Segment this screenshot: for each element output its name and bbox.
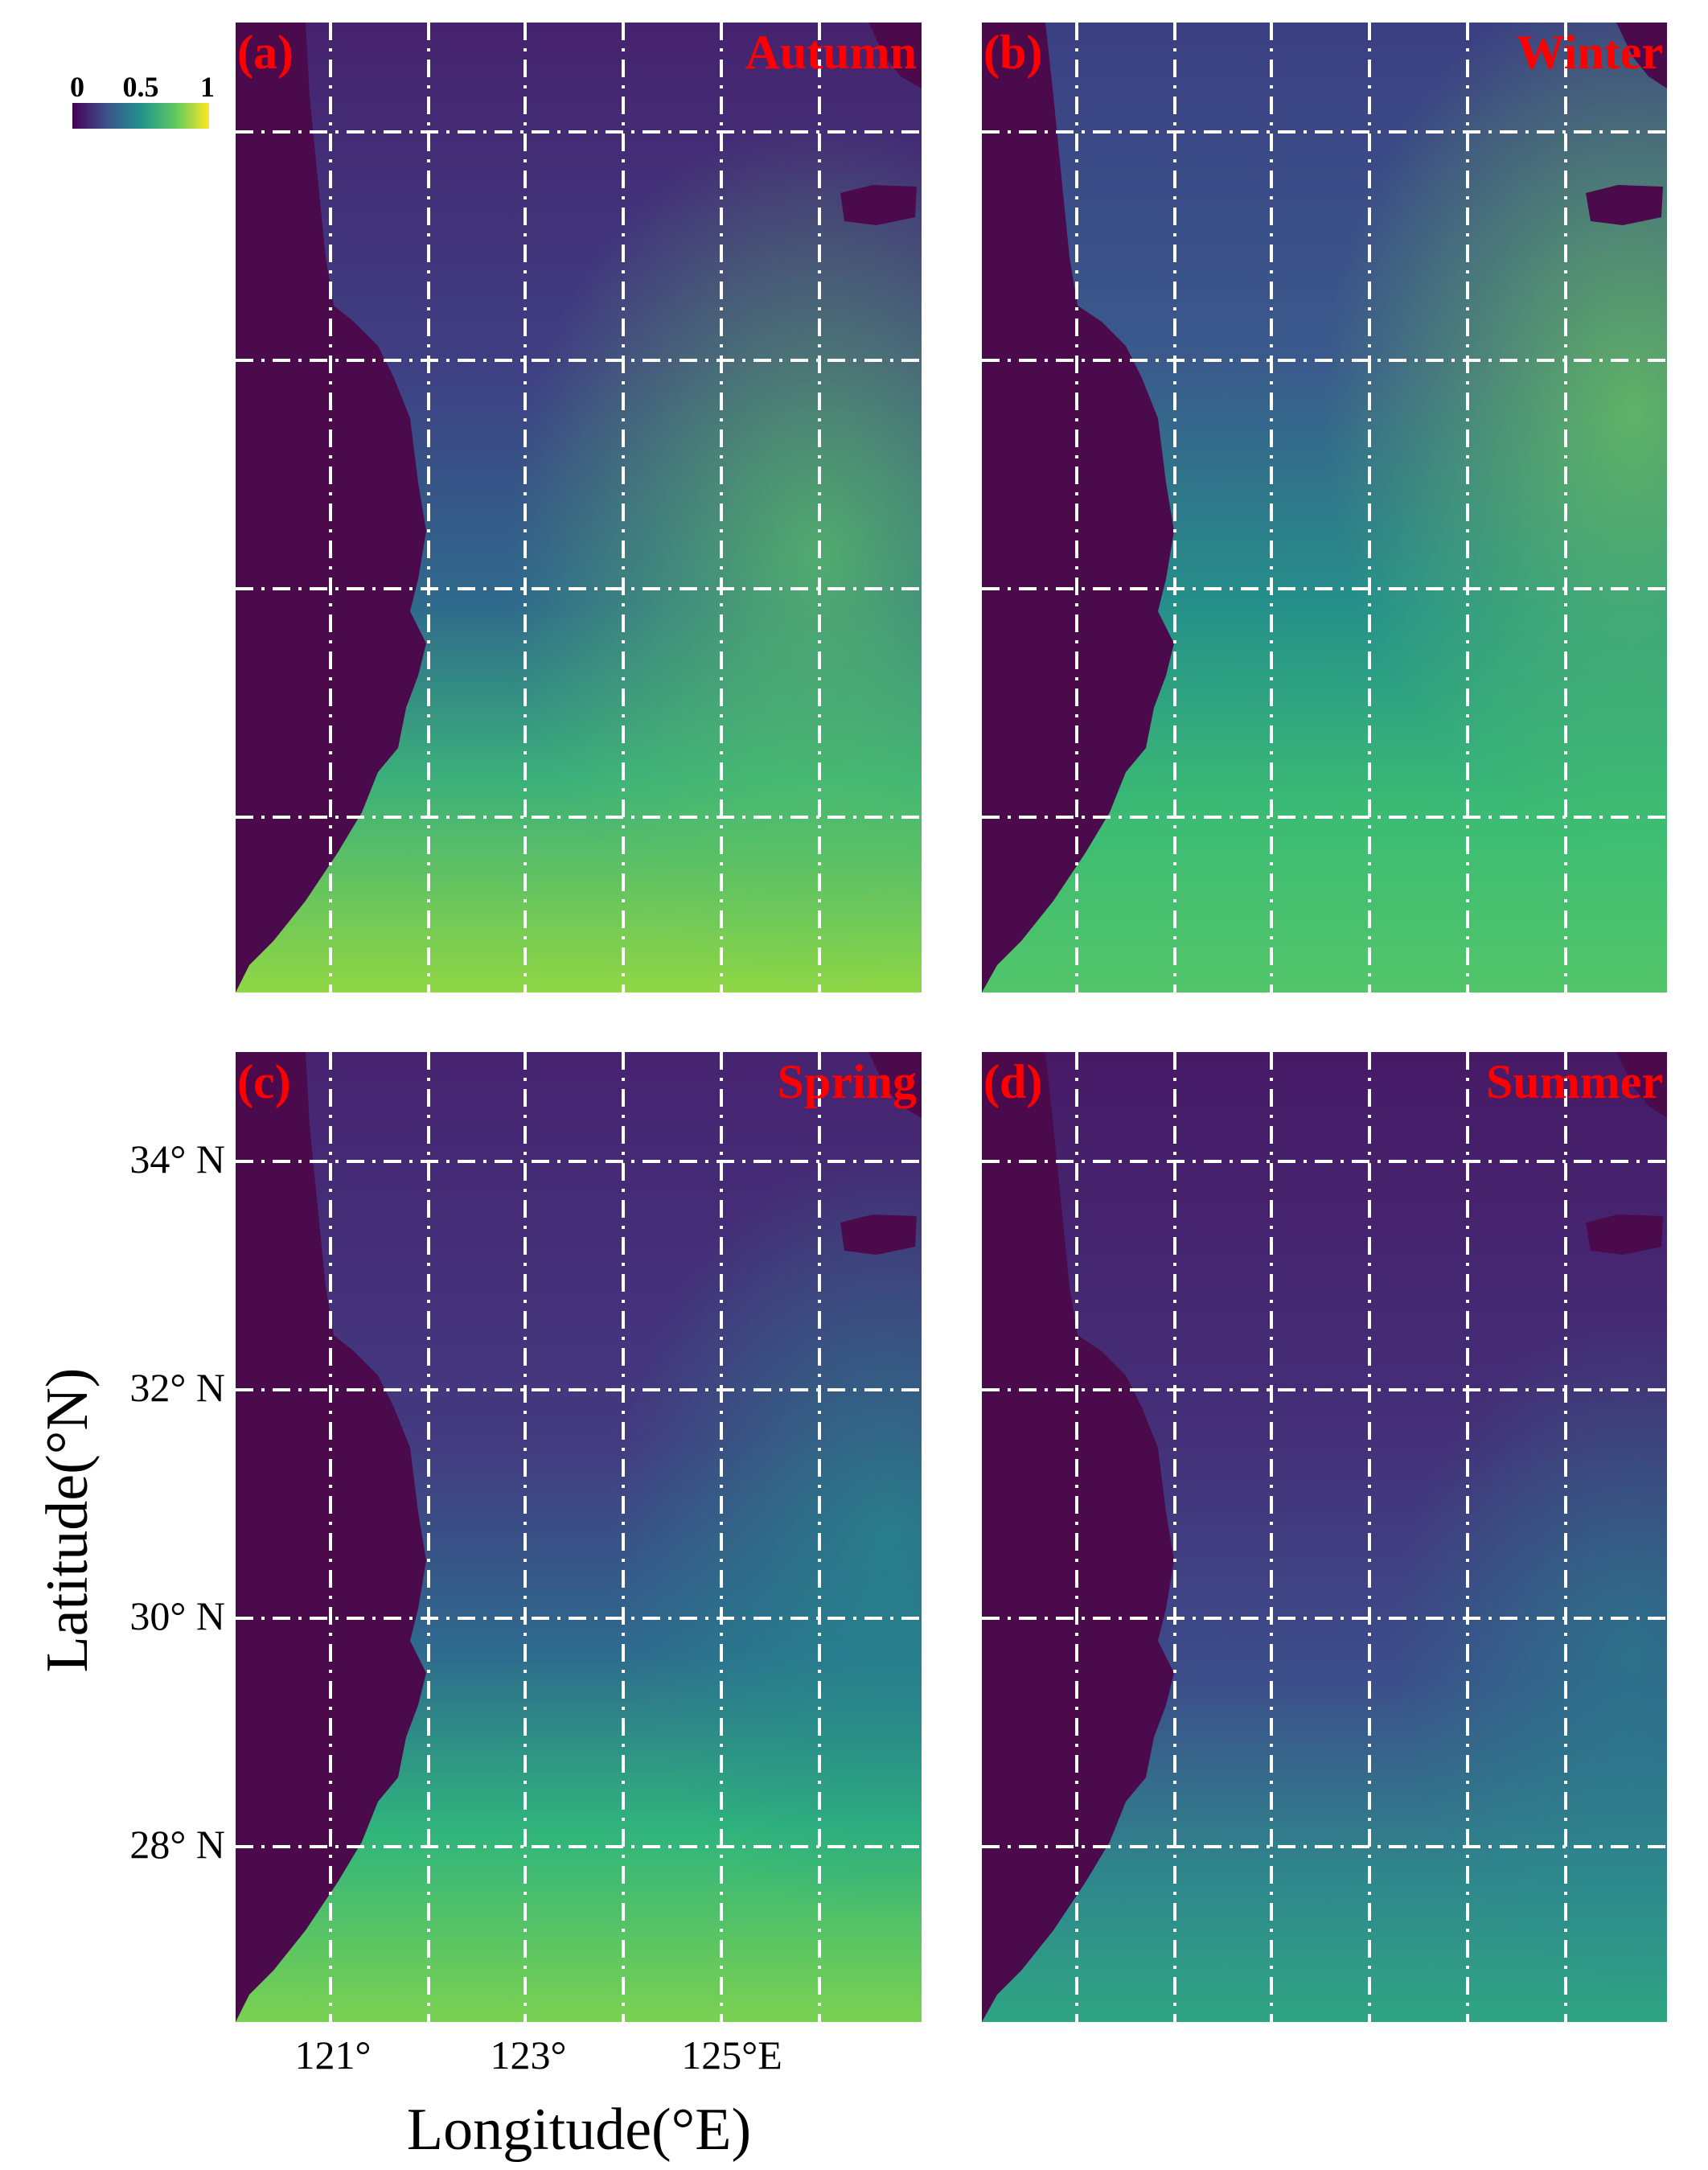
autumn-season-title: Autumn [745, 26, 917, 79]
panel-winter: (b) Winter [982, 23, 1667, 993]
winter-season-title: Winter [1517, 26, 1663, 79]
autumn-grid [236, 23, 922, 993]
summer-season-title: Summer [1486, 1055, 1663, 1108]
summer-korea-coast [1616, 1052, 1667, 1118]
spring-island [840, 1214, 917, 1255]
y-tick-34: 34° N [129, 1136, 225, 1182]
x-tick-121: 121° [295, 2032, 372, 2078]
y-tick-30: 30° N [129, 1593, 225, 1638]
panel-autumn: (a) Autumn [236, 23, 922, 993]
summer-panel-label: (d) [983, 1055, 1042, 1108]
colorbar-tick-0: 0 [70, 71, 84, 103]
spring-season-title: Spring [778, 1055, 917, 1108]
colorbar-tick-0-5: 0.5 [123, 71, 159, 103]
panel-spring: (c) Spring [236, 1052, 922, 2022]
summer-grid [982, 1052, 1667, 2022]
axes: 34° N 32° N 30° N 28° N 121° 123° 125°E … [35, 1136, 782, 2163]
winter-panel-label: (b) [983, 26, 1042, 79]
colorbar: 0 0.5 1 [70, 71, 215, 129]
colorbar-gradient [72, 103, 209, 129]
autumn-korea-coast [868, 23, 922, 88]
y-axis-label: Latitude(°N) [35, 1368, 101, 1673]
panel-summer: (d) Summer [982, 1052, 1667, 2022]
summer-island [1586, 1214, 1663, 1255]
y-tick-32: 32° N [129, 1365, 225, 1410]
x-tick-123: 123° [491, 2032, 567, 2078]
spring-panel-label: (c) [237, 1055, 291, 1108]
autumn-island [840, 185, 917, 225]
winter-grid [982, 23, 1667, 993]
winter-island [1586, 185, 1663, 225]
spring-grid [236, 1052, 922, 2022]
x-tick-125: 125°E [681, 2032, 782, 2078]
autumn-panel-label: (a) [237, 26, 294, 79]
colorbar-tick-1: 1 [200, 71, 215, 103]
winter-korea-coast [1616, 23, 1667, 88]
x-axis-label: Longitude(°E) [407, 2097, 751, 2163]
spring-korea-coast [868, 1052, 922, 1118]
y-tick-28: 28° N [129, 1822, 225, 1867]
